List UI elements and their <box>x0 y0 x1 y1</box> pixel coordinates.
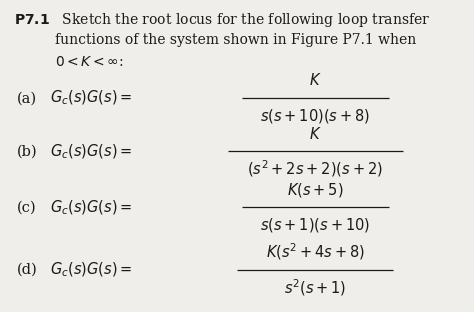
Text: $G_c(s)G(s) = $: $G_c(s)G(s) = $ <box>50 261 132 279</box>
Text: $K(s + 5)$: $K(s + 5)$ <box>287 181 344 199</box>
Text: $K$: $K$ <box>309 125 321 142</box>
Text: $G_c(s)G(s) = $: $G_c(s)G(s) = $ <box>50 198 132 217</box>
Text: $G_c(s)G(s) = $: $G_c(s)G(s) = $ <box>50 142 132 160</box>
Text: (a): (a) <box>17 91 36 105</box>
Text: $(s^2 + 2s + 2)(s + 2)$: $(s^2 + 2s + 2)(s + 2)$ <box>247 159 383 179</box>
Text: (d): (d) <box>17 263 37 277</box>
Text: (c): (c) <box>17 201 36 214</box>
Text: functions of the system shown in Figure P7.1 when: functions of the system shown in Figure … <box>55 33 416 47</box>
Text: $G_c(s)G(s) = $: $G_c(s)G(s) = $ <box>50 89 132 107</box>
Text: (b): (b) <box>17 144 37 158</box>
Text: $s^2(s + 1)$: $s^2(s + 1)$ <box>284 277 346 298</box>
Text: $0 < K < \infty$:: $0 < K < \infty$: <box>55 55 123 69</box>
Text: $\mathbf{P7.1}$   Sketch the root locus for the following loop transfer: $\mathbf{P7.1}$ Sketch the root locus fo… <box>14 11 430 29</box>
Text: $s(s + 1)(s + 10)$: $s(s + 1)(s + 10)$ <box>260 216 370 234</box>
Text: $K(s^2 + 4s + 8)$: $K(s^2 + 4s + 8)$ <box>265 242 365 262</box>
Text: $s(s + 10)(s + 8)$: $s(s + 10)(s + 8)$ <box>260 107 370 125</box>
Text: $K$: $K$ <box>309 72 321 89</box>
